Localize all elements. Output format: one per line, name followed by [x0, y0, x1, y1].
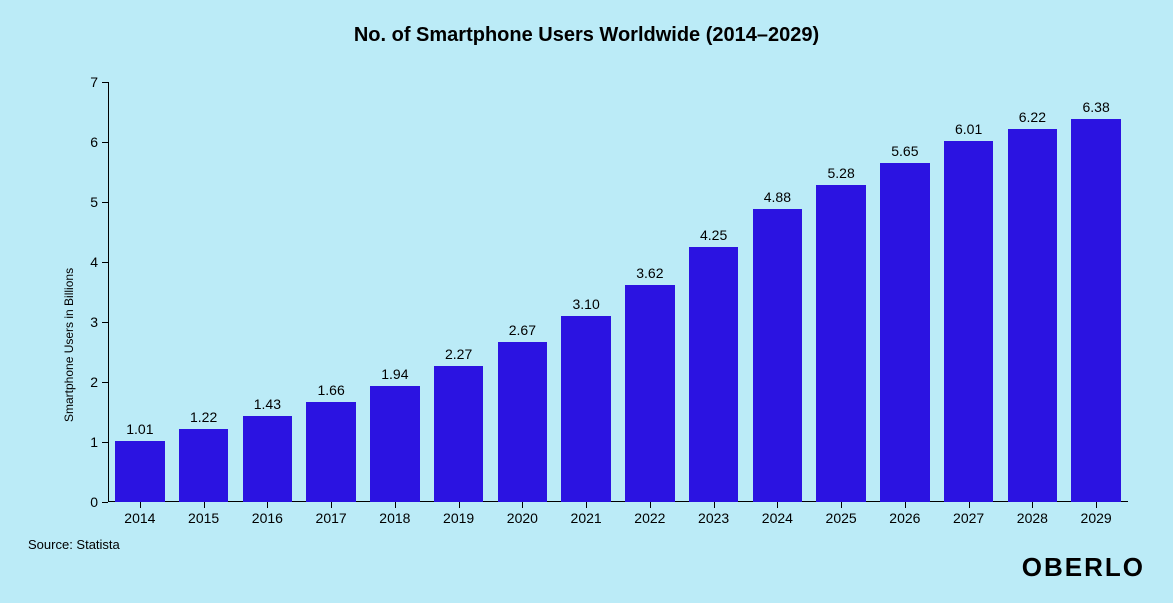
- y-tick: [102, 142, 108, 143]
- bar-value-label: 1.22: [172, 409, 236, 425]
- y-tick-label: 7: [68, 74, 98, 90]
- bar-value-label: 5.28: [809, 165, 873, 181]
- bar: [625, 285, 675, 502]
- bar: [1071, 119, 1121, 502]
- x-tick: [841, 502, 842, 508]
- bar: [179, 429, 229, 502]
- bar: [306, 402, 356, 502]
- y-tick-label: 2: [68, 374, 98, 390]
- x-tick-label: 2025: [809, 510, 873, 526]
- chart-canvas: No. of Smartphone Users Worldwide (2014–…: [0, 0, 1173, 603]
- x-tick: [586, 502, 587, 508]
- y-tick: [102, 442, 108, 443]
- x-tick-label: 2022: [618, 510, 682, 526]
- y-tick-label: 3: [68, 314, 98, 330]
- bar-value-label: 1.66: [299, 382, 363, 398]
- bar: [944, 141, 994, 502]
- x-tick: [650, 502, 651, 508]
- bar-value-label: 4.25: [682, 227, 746, 243]
- bar-value-label: 4.88: [746, 189, 810, 205]
- x-tick: [395, 502, 396, 508]
- x-tick: [204, 502, 205, 508]
- x-tick-label: 2023: [682, 510, 746, 526]
- y-tick: [102, 502, 108, 503]
- bar: [753, 209, 803, 502]
- y-tick-label: 4: [68, 254, 98, 270]
- bar: [816, 185, 866, 502]
- x-tick-label: 2028: [1001, 510, 1065, 526]
- x-tick-label: 2015: [172, 510, 236, 526]
- bar: [115, 441, 165, 502]
- bar: [370, 386, 420, 502]
- y-tick-label: 5: [68, 194, 98, 210]
- x-tick: [267, 502, 268, 508]
- y-axis-line: [108, 82, 109, 502]
- bar-value-label: 2.67: [491, 322, 555, 338]
- bar-value-label: 6.38: [1064, 99, 1128, 115]
- x-tick: [714, 502, 715, 508]
- x-tick-label: 2017: [299, 510, 363, 526]
- x-tick-label: 2018: [363, 510, 427, 526]
- y-tick: [102, 382, 108, 383]
- x-tick: [969, 502, 970, 508]
- chart-title: No. of Smartphone Users Worldwide (2014–…: [0, 24, 1173, 47]
- x-tick-label: 2016: [236, 510, 300, 526]
- plot-area: [108, 82, 1128, 502]
- bar-value-label: 3.10: [554, 296, 618, 312]
- y-tick-label: 1: [68, 434, 98, 450]
- y-tick-label: 6: [68, 134, 98, 150]
- bar-value-label: 6.22: [1001, 109, 1065, 125]
- x-tick: [777, 502, 778, 508]
- x-tick-label: 2027: [937, 510, 1001, 526]
- bar-value-label: 5.65: [873, 143, 937, 159]
- bar: [880, 163, 930, 502]
- bar: [1008, 129, 1058, 502]
- bar: [689, 247, 739, 502]
- y-tick: [102, 262, 108, 263]
- bar-value-label: 2.27: [427, 346, 491, 362]
- x-tick: [1096, 502, 1097, 508]
- x-tick: [331, 502, 332, 508]
- y-tick-label: 0: [68, 494, 98, 510]
- bar: [434, 366, 484, 502]
- x-tick-label: 2014: [108, 510, 172, 526]
- x-tick: [522, 502, 523, 508]
- y-axis-label: Smartphone Users in Billions: [62, 268, 76, 422]
- x-tick-label: 2021: [554, 510, 618, 526]
- bar-value-label: 1.43: [236, 396, 300, 412]
- x-tick: [1032, 502, 1033, 508]
- bar-value-label: 3.62: [618, 265, 682, 281]
- bar-value-label: 1.94: [363, 366, 427, 382]
- bar: [498, 342, 548, 502]
- x-tick-label: 2019: [427, 510, 491, 526]
- x-tick: [140, 502, 141, 508]
- x-tick-label: 2029: [1064, 510, 1128, 526]
- x-tick-label: 2026: [873, 510, 937, 526]
- bar: [243, 416, 293, 502]
- x-tick: [905, 502, 906, 508]
- source-text: Source: Statista: [28, 537, 120, 552]
- bar: [561, 316, 611, 502]
- bar-value-label: 1.01: [108, 421, 172, 437]
- y-tick: [102, 82, 108, 83]
- y-tick: [102, 202, 108, 203]
- y-tick: [102, 322, 108, 323]
- bar-value-label: 6.01: [937, 121, 1001, 137]
- x-tick: [459, 502, 460, 508]
- x-tick-label: 2024: [746, 510, 810, 526]
- brand-logo: OBERLO: [1022, 552, 1145, 583]
- x-tick-label: 2020: [491, 510, 555, 526]
